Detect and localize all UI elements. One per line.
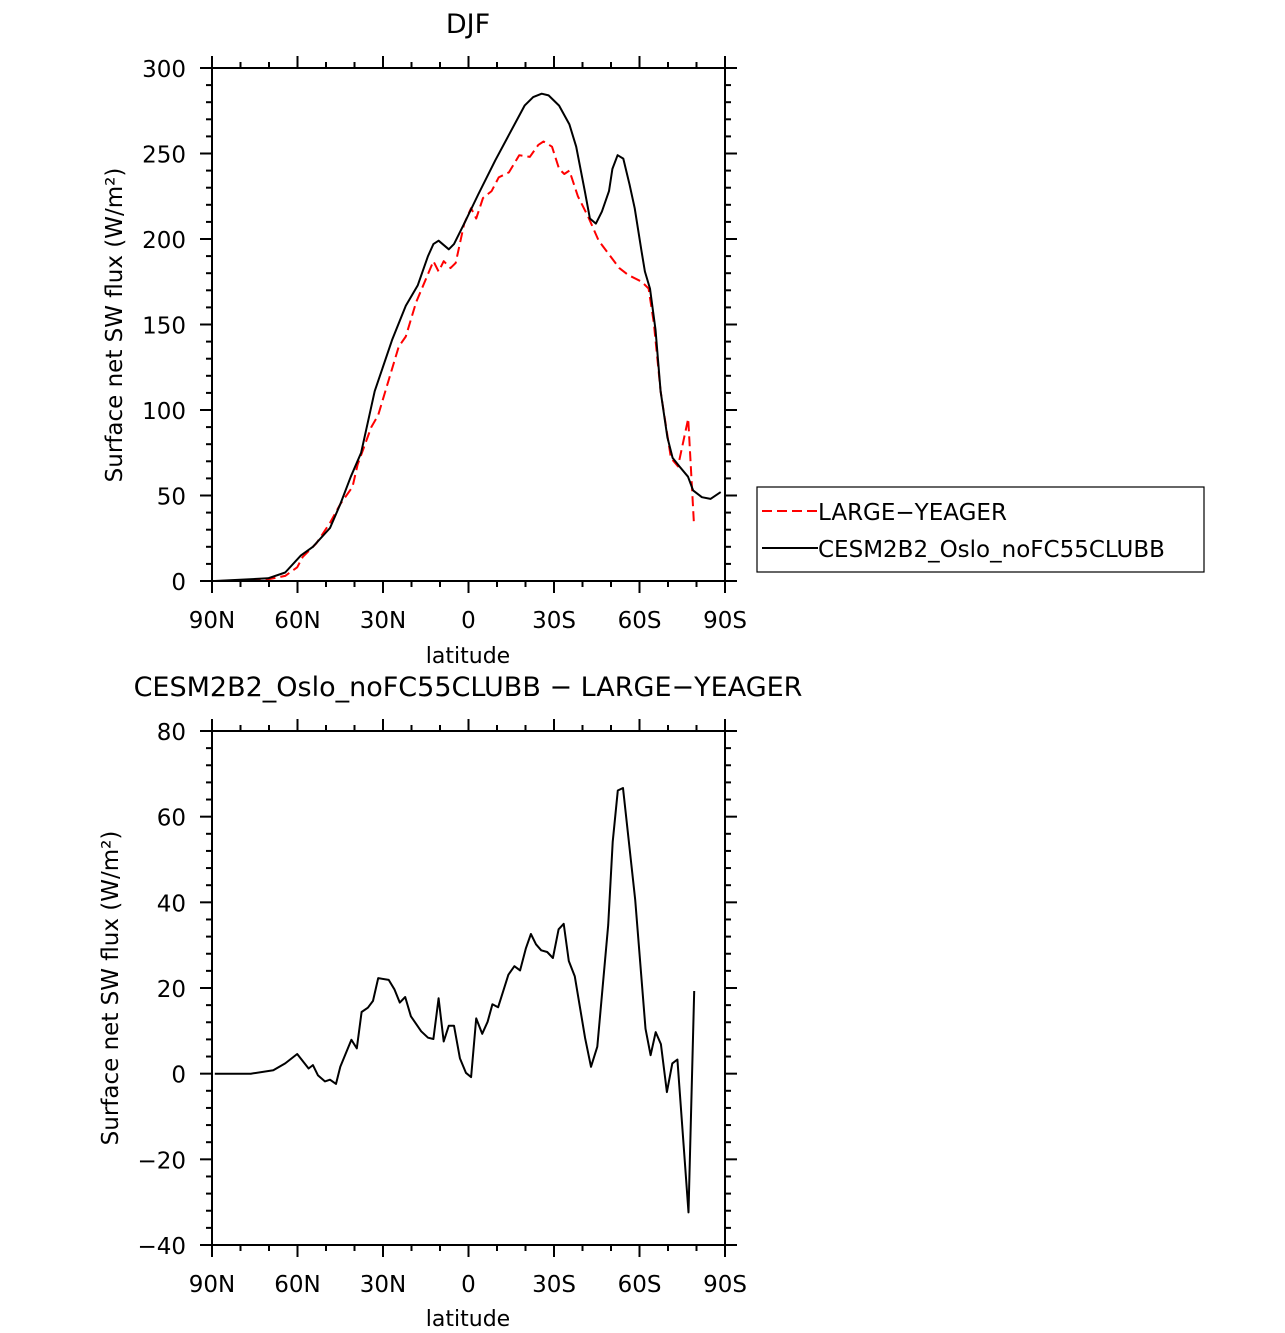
x-axis-label: latitude xyxy=(426,644,510,669)
legend: LARGE−YEAGER CESM2B2_Oslo_noFC55CLUBB xyxy=(756,486,1205,573)
x-tick-label: 90S xyxy=(703,1272,747,1298)
plot-frame xyxy=(211,730,726,1246)
y-tick-label: 80 xyxy=(157,720,186,746)
x-tick-label: 90S xyxy=(703,608,747,634)
y-tick-label: 40 xyxy=(157,891,186,917)
y-tick-label: 0 xyxy=(171,570,186,596)
y-tick-label: 150 xyxy=(142,314,186,340)
y-tick-label: 0 xyxy=(171,1063,186,1089)
chart-title: DJF xyxy=(446,9,490,40)
y-tick-label: 50 xyxy=(157,485,186,511)
x-axis-label: latitude xyxy=(426,1307,510,1332)
series-line-1 xyxy=(214,92,722,582)
plot-frame xyxy=(211,67,726,582)
y-tick-label: 100 xyxy=(142,399,186,425)
x-tick-label: 30S xyxy=(532,608,576,634)
x-tick-label: 90N xyxy=(189,608,235,634)
x-tick-label: 0 xyxy=(461,608,476,634)
y-tick-label: 250 xyxy=(142,143,186,169)
legend-label-large-yeager: LARGE−YEAGER xyxy=(818,500,1007,526)
x-tick-label: 30S xyxy=(532,1272,576,1298)
legend-box xyxy=(756,486,1205,573)
y-axis-label: Surface net SW flux (W/m²) xyxy=(102,168,128,483)
x-tick-label: 90N xyxy=(189,1272,235,1298)
legend-label-cesm2b2: CESM2B2_Oslo_noFC55CLUBB xyxy=(818,537,1165,563)
series-line-0 xyxy=(214,787,696,1214)
x-tick-label: 60S xyxy=(618,1272,662,1298)
y-tick-label: −40 xyxy=(137,1234,186,1260)
x-tick-label: 30N xyxy=(360,1272,406,1298)
y-tick-label: 60 xyxy=(157,806,186,832)
x-tick-label: 60N xyxy=(274,1272,320,1298)
y-tick-label: 200 xyxy=(142,228,186,254)
y-tick-label: 300 xyxy=(142,57,186,83)
chart-title: CESM2B2_Oslo_noFC55CLUBB − LARGE−YEAGER xyxy=(134,672,803,703)
x-tick-label: 30N xyxy=(360,608,406,634)
y-tick-label: −20 xyxy=(137,1148,186,1174)
top-panel-djf: DJF latitude Surface net SW flux (W/m²) … xyxy=(102,9,747,669)
bottom-panel-difference: CESM2B2_Oslo_noFC55CLUBB − LARGE−YEAGER … xyxy=(98,672,802,1332)
series-line-0 xyxy=(220,140,695,582)
x-tick-label: 0 xyxy=(461,1272,476,1298)
y-axis-label: Surface net SW flux (W/m²) xyxy=(98,831,124,1146)
x-tick-label: 60N xyxy=(274,608,320,634)
y-tick-label: 20 xyxy=(157,977,186,1003)
x-tick-label: 60S xyxy=(618,608,662,634)
